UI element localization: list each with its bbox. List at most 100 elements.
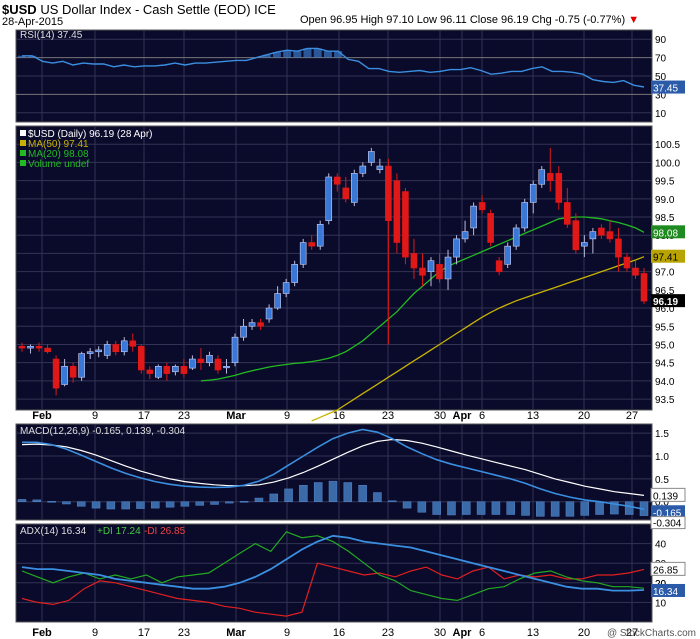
- price-x-tick-label: Mar: [226, 410, 246, 422]
- price-x-tick-label: 16: [333, 410, 345, 422]
- price-legend-entry: Volume undef: [28, 159, 89, 170]
- price-legend-entry: $USD (Daily) 96.19 (28 Apr): [28, 129, 153, 140]
- candle-up: [206, 355, 213, 363]
- candle-up: [581, 242, 588, 247]
- candle-up: [61, 366, 68, 385]
- macd-histogram-bar: [565, 501, 575, 517]
- price-x-tick-label: 6: [479, 410, 485, 422]
- panel-price: [15, 125, 653, 411]
- macd-histogram-bar: [239, 501, 249, 503]
- macd-histogram-bar: [328, 480, 338, 502]
- ma50-line: [311, 256, 645, 422]
- candle-up: [351, 173, 358, 203]
- price-legend-entry: MA(20) 98.08: [28, 149, 89, 160]
- macd-y-tick-label: 0.0: [655, 498, 669, 509]
- price-x-tick-label: Apr: [453, 410, 473, 422]
- price-y-tick-label: 98.5: [655, 213, 675, 224]
- candle-down: [112, 344, 120, 353]
- price-y-tick-label: 94.0: [655, 377, 675, 388]
- adx-x-tick-label: 30: [434, 627, 446, 639]
- price-x-tick-label: 23: [382, 410, 394, 422]
- candle-up: [325, 176, 333, 221]
- price-legend-swatch: [20, 140, 26, 146]
- candle-down: [555, 173, 563, 203]
- candle-up: [359, 165, 367, 174]
- candle-up: [521, 202, 529, 229]
- candle-up: [27, 345, 34, 349]
- macd-histogram-bar: [521, 501, 530, 516]
- macd-histogram-bar: [313, 482, 323, 502]
- rsi-y-tick-label: 50: [655, 72, 667, 83]
- candle-up: [368, 151, 375, 163]
- macd-histogram-bar: [373, 492, 382, 502]
- change-down-arrow-icon: ▼: [628, 14, 640, 26]
- candle-up: [223, 366, 230, 369]
- candle-down: [44, 347, 51, 353]
- price-legend-swatch: [20, 130, 26, 136]
- rsi-legend: RSI(14) 37.45: [20, 30, 83, 41]
- macd-histogram-bar: [506, 501, 515, 515]
- macd-histogram-bar: [580, 501, 590, 516]
- candle-down: [308, 242, 315, 247]
- symbol: $USD: [2, 2, 37, 17]
- macd-histogram-bar: [180, 501, 190, 507]
- macd-last-value-label: -0.165: [653, 508, 682, 519]
- candle-up: [529, 183, 537, 203]
- price-legend-entry: MA(50) 97.41: [28, 139, 89, 150]
- price-legend-swatch: [20, 150, 26, 156]
- macd-histogram-bar: [254, 497, 264, 502]
- candle-up: [78, 353, 85, 378]
- price-y-tick-label: 94.5: [655, 359, 675, 370]
- macd-histogram-bar: [550, 501, 560, 517]
- signal-last-value-label: 0.139: [653, 491, 678, 502]
- price-legend-swatch: [20, 160, 26, 166]
- adx-x-tick-label: 27: [626, 627, 638, 639]
- adx-x-tick-label: Feb: [32, 627, 52, 639]
- minus-di-last-value-label: 26.85: [653, 565, 678, 576]
- macd-histogram-bar: [225, 501, 234, 504]
- ma20-last-value-box: [651, 225, 685, 239]
- adx-x-tick-label: 20: [578, 627, 590, 639]
- candle-down: [163, 366, 171, 374]
- adx-y-tick-label: 40: [655, 540, 667, 551]
- macd-histogram-bar: [491, 501, 501, 515]
- candle-down: [598, 227, 605, 236]
- adx-legend-plus-di: +DI 17.24: [97, 526, 141, 537]
- macd-y-tick-label: 1.0: [655, 452, 669, 463]
- macd-histogram-bar: [121, 501, 130, 510]
- macd-histogram-bar: [462, 501, 471, 515]
- adx-x-tick-label: 16: [333, 627, 345, 639]
- adx-x-tick-label: Apr: [453, 627, 473, 639]
- price-x-tick-label: 9: [92, 410, 98, 422]
- candle-down: [385, 165, 392, 221]
- candle-down: [419, 267, 426, 276]
- candle-down: [606, 231, 614, 240]
- rsi-y-tick-label: 10: [655, 109, 667, 120]
- candle-up: [189, 358, 196, 369]
- rsi-y-tick-label: 90: [655, 35, 667, 46]
- price-x-tick-label: 13: [527, 410, 539, 422]
- macd-histogram-bar: [432, 501, 441, 515]
- macd-histogram-bar: [47, 501, 56, 503]
- price-x-tick-label: 20: [578, 410, 590, 422]
- price-y-tick-label: 96.5: [655, 286, 675, 297]
- candle-up: [282, 282, 290, 294]
- hist-last-value-label: -0.304: [653, 519, 682, 530]
- macd-histogram-bar: [417, 501, 427, 513]
- adx-last-value-label: 16.34: [653, 587, 678, 598]
- adx-x-tick-label: 9: [284, 627, 290, 639]
- candle-up: [589, 231, 597, 240]
- rsi-last-value-label: 37.45: [653, 84, 678, 95]
- macd-histogram-bar: [358, 485, 367, 502]
- adx-x-tick-label: 6: [479, 627, 485, 639]
- adx-x-tick-label: 23: [178, 627, 190, 639]
- ohlc-summary: Open 96.95 High 97.10 Low 96.11 Close 96…: [300, 14, 639, 26]
- candle-down: [402, 191, 409, 258]
- hist-last-value-box: [650, 516, 686, 530]
- exchange: ICE: [254, 2, 276, 17]
- candle-down: [615, 238, 622, 258]
- candle-down: [632, 267, 639, 276]
- signal-last-value-box: [650, 487, 686, 502]
- macd-histogram-bar: [536, 501, 545, 517]
- adx-x-tick-label: 13: [527, 627, 539, 639]
